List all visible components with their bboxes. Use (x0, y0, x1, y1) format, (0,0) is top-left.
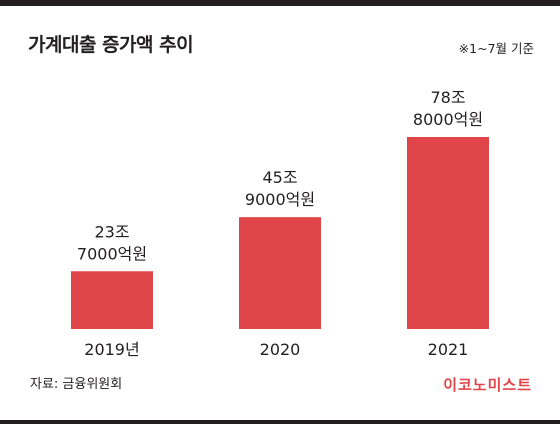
bottom-border (0, 420, 560, 424)
top-border (0, 0, 560, 6)
data-label-1-line-0: 45조 (262, 168, 297, 187)
bar-0 (71, 271, 153, 329)
data-label-1-line-1: 9000억원 (245, 190, 315, 209)
data-label-2-line-1: 8000억원 (413, 110, 483, 129)
bars-layer (71, 137, 489, 329)
chart-note: ※1~7월 기준 (458, 41, 534, 56)
source-text: 자료: 금융위원회 (30, 377, 123, 392)
chart-title: 가계대출 증가액 추이 (28, 34, 194, 56)
labels-layer: 23조 7000억원 2019년 45조 9000억원 2020 78조 8000억원 2021 (77, 88, 483, 359)
category-label-0: 2019년 (84, 340, 139, 359)
bar-1 (239, 217, 321, 329)
category-label-2: 2021 (428, 340, 469, 359)
brand-logo: 이코노미스트 (443, 376, 532, 394)
data-label-0-line-0: 23조 (94, 222, 129, 241)
category-label-1: 2020 (260, 340, 301, 359)
data-label-2-line-0: 78조 (430, 88, 465, 107)
data-label-0-line-1: 7000억원 (77, 244, 147, 263)
bar-2 (407, 137, 489, 329)
